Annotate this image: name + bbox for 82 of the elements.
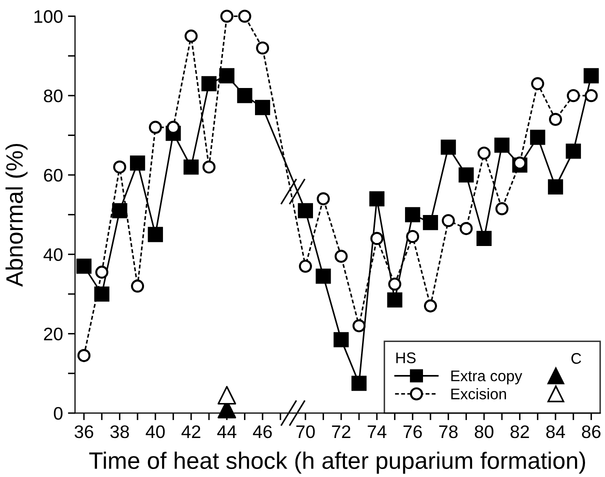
point bbox=[388, 278, 402, 291]
point bbox=[202, 160, 216, 174]
point bbox=[218, 386, 236, 404]
y-tick-label: 100 bbox=[34, 10, 63, 23]
point bbox=[334, 250, 348, 263]
x-tick-label: 82 bbox=[510, 425, 529, 438]
x-tick-label: 46 bbox=[252, 425, 272, 438]
point bbox=[460, 222, 473, 236]
point bbox=[369, 191, 384, 206]
x-tick-label: 38 bbox=[110, 425, 129, 438]
x-tick-label: 80 bbox=[474, 425, 494, 438]
point bbox=[584, 89, 598, 102]
point bbox=[77, 349, 90, 362]
x-tick-label: 76 bbox=[403, 425, 422, 438]
point bbox=[220, 10, 234, 23]
point bbox=[201, 76, 217, 92]
x-tick-label: 42 bbox=[181, 425, 200, 438]
y-tick-label: 20 bbox=[44, 328, 63, 340]
point bbox=[148, 226, 163, 242]
legend-label: Extra copy bbox=[451, 370, 522, 384]
point bbox=[352, 319, 366, 332]
point bbox=[237, 88, 252, 104]
point bbox=[166, 120, 180, 134]
point bbox=[76, 258, 92, 274]
x-tick-label: 36 bbox=[74, 425, 94, 438]
y-tick-label: 40 bbox=[44, 248, 63, 262]
point bbox=[424, 299, 438, 312]
y-tick-label: 80 bbox=[44, 90, 63, 102]
point bbox=[238, 10, 252, 23]
point bbox=[495, 202, 508, 216]
x-tick-label: 70 bbox=[296, 425, 315, 438]
point bbox=[566, 144, 581, 159]
x-tick-label: 84 bbox=[546, 425, 566, 438]
point bbox=[184, 30, 198, 43]
point bbox=[548, 179, 564, 194]
point bbox=[530, 130, 546, 145]
legend-title: HS bbox=[396, 352, 416, 364]
annotation: C bbox=[571, 353, 582, 364]
point bbox=[298, 260, 312, 273]
x-axis-title: Time of heat shock (h after puparium formation) bbox=[89, 452, 586, 474]
y-tick-label: 60 bbox=[44, 168, 63, 182]
point bbox=[148, 120, 162, 134]
x-tick-label: 74 bbox=[368, 426, 386, 438]
x-tick-label: 40 bbox=[146, 425, 165, 438]
point bbox=[95, 266, 108, 279]
point bbox=[112, 203, 128, 218]
point bbox=[513, 156, 526, 170]
point bbox=[422, 215, 438, 230]
point bbox=[94, 286, 110, 302]
point bbox=[478, 146, 491, 160]
point bbox=[387, 292, 402, 308]
point bbox=[131, 280, 144, 293]
point bbox=[184, 159, 199, 175]
y-tick-label: 0 bbox=[54, 407, 63, 420]
point bbox=[316, 268, 331, 284]
point bbox=[113, 160, 126, 174]
point bbox=[254, 100, 270, 116]
x-tick-label: 78 bbox=[439, 425, 458, 438]
point bbox=[406, 230, 420, 244]
point bbox=[334, 332, 349, 348]
point bbox=[494, 138, 510, 153]
point bbox=[256, 41, 270, 54]
y-axis-title: Abnormal (%) bbox=[6, 144, 28, 287]
point bbox=[298, 203, 314, 218]
point bbox=[442, 214, 455, 228]
point bbox=[370, 232, 384, 245]
point bbox=[219, 68, 234, 84]
x-tick-label: 86 bbox=[582, 425, 600, 438]
point bbox=[548, 112, 562, 126]
point bbox=[130, 155, 146, 171]
x-tick-label: 72 bbox=[332, 425, 350, 438]
point bbox=[566, 89, 580, 102]
point bbox=[316, 192, 330, 206]
point bbox=[458, 167, 474, 183]
point bbox=[351, 376, 367, 391]
point bbox=[531, 77, 544, 90]
point bbox=[476, 230, 492, 246]
point bbox=[405, 207, 420, 222]
x-tick-label: 44 bbox=[217, 426, 236, 438]
legend-label: Excision bbox=[451, 388, 506, 400]
point bbox=[584, 68, 599, 84]
point bbox=[440, 140, 456, 155]
